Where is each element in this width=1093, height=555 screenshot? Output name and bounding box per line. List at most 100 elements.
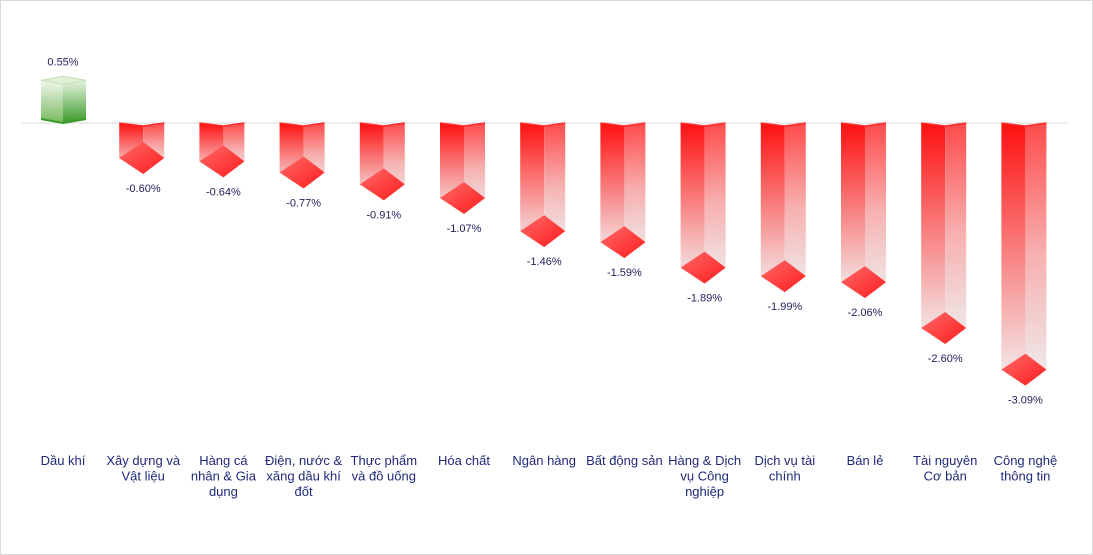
category-label-line: Xây dựng và <box>106 453 181 468</box>
bar-top-edge <box>279 122 325 127</box>
category-label-line: Điện, nước & <box>265 453 343 468</box>
bar-bottom-cap <box>440 181 485 214</box>
bar-bottom-edge <box>40 118 87 125</box>
value-label: -1.59% <box>607 267 642 279</box>
category-label-line: Tài nguyên <box>913 453 977 468</box>
category-label: Tài nguyên Cơ bản <box>913 453 977 484</box>
bar <box>279 122 325 189</box>
category-label-line: Dầu khí <box>41 453 86 468</box>
category-label: Ngân hàng <box>512 453 576 468</box>
bar-front-face <box>600 123 625 259</box>
category-label-line: nhân & Gia <box>191 469 257 484</box>
category-label: Dầu khí <box>41 453 86 468</box>
category-label-line: Bất động sản <box>586 453 663 468</box>
bar-bottom-cap <box>1001 353 1047 386</box>
category-label: Hàng & Dịch vụ Công nghiệp <box>668 453 741 499</box>
bar <box>199 122 245 178</box>
bar-bottom-cap <box>760 260 806 293</box>
bar-top-cap <box>40 75 87 85</box>
bar-top-edge <box>119 122 165 127</box>
bar-side-face <box>945 123 967 344</box>
category-label-line: thông tin <box>1000 469 1050 484</box>
bar-bottom-cap <box>119 142 165 174</box>
category-label-line: Dịch vụ tài <box>754 453 815 468</box>
bar-front-face <box>680 123 705 284</box>
bar <box>40 75 87 125</box>
bar-top-edge <box>520 122 566 127</box>
category-label: Hàng cá nhân & Gia dụng <box>191 453 257 499</box>
value-label: -0.64% <box>206 186 241 198</box>
category-label-line: nghiệp <box>685 484 724 499</box>
category-label: Điện, nước & xăng dầu khí đốt <box>265 453 343 499</box>
bar-bottom-cap <box>199 145 245 178</box>
value-label: -2.06% <box>848 307 883 319</box>
bar-top-edge <box>199 122 245 127</box>
category-label: Xây dựng và Vật liệu <box>106 453 181 484</box>
bar-front-face <box>1001 123 1026 386</box>
bar-top-edge <box>359 122 405 127</box>
bar-side-face <box>624 123 646 259</box>
bar-side-face <box>704 123 726 284</box>
category-label-line: Hóa chất <box>438 453 490 468</box>
category-label-line: chính <box>769 469 801 484</box>
bar-top-edge <box>921 122 967 127</box>
category-label-line: Công nghệ <box>994 453 1058 468</box>
value-label: -3.09% <box>1008 395 1043 407</box>
bar <box>680 122 726 284</box>
category-label-line: dụng <box>209 484 238 499</box>
bar-front-face <box>841 123 865 299</box>
bars-layer <box>40 75 1047 386</box>
bar-bottom-cap <box>600 226 646 259</box>
bar-front-face <box>921 123 946 344</box>
category-label-line: Hàng & Dịch <box>668 453 741 468</box>
value-label: -2.60% <box>928 353 963 365</box>
bar-top-edge <box>1001 122 1047 127</box>
bar-top-edge <box>439 122 486 127</box>
bar-front-face <box>520 123 545 248</box>
category-label: Bất động sản <box>586 453 663 468</box>
bar-top-edge <box>600 122 646 127</box>
bar <box>439 122 486 214</box>
bar <box>840 122 887 299</box>
bar-bottom-cap <box>279 156 325 189</box>
bar-side-face <box>865 123 886 299</box>
bar-side-face <box>784 123 806 293</box>
bar <box>520 122 566 248</box>
bar-front-face <box>41 80 63 123</box>
bar <box>359 122 405 201</box>
bar <box>600 122 646 259</box>
category-label: Hóa chất <box>438 453 490 468</box>
category-label-line: xăng dầu khí <box>266 469 341 484</box>
value-label: -1.46% <box>527 256 562 268</box>
value-label: -1.99% <box>767 301 802 313</box>
category-label: Dịch vụ tài chính <box>754 453 815 484</box>
bar-front-face <box>760 123 785 293</box>
category-label-line: Cơ bản <box>924 469 967 484</box>
bar-bottom-cap <box>359 168 405 201</box>
category-label-line: Vật liệu <box>122 469 165 484</box>
value-label: 0.55% <box>47 56 78 68</box>
bar-side-face <box>544 123 566 248</box>
bar <box>921 122 967 344</box>
bar-side-face <box>1025 123 1047 386</box>
bar-top-edge <box>760 122 806 127</box>
value-label: -0.91% <box>366 209 401 221</box>
category-label-line: Ngân hàng <box>512 453 576 468</box>
category-label-line: Hàng cá <box>199 453 248 468</box>
bar <box>1001 122 1047 386</box>
value-label: -0.77% <box>286 197 321 209</box>
bar-top-edge <box>840 122 887 127</box>
category-label-line: Bán lẻ <box>847 453 884 468</box>
category-label: Bán lẻ <box>847 453 884 468</box>
category-label-line: vụ Công <box>680 469 728 484</box>
bar-side-face <box>63 80 86 123</box>
category-label: Công nghệ thông tin <box>994 453 1058 484</box>
bar <box>119 122 165 174</box>
category-label-line: và đồ uống <box>352 469 416 484</box>
value-labels-layer: 0.55% -0.60% -0.64% -0.77% -0.91% -1.07% -1.46… <box>47 56 1043 406</box>
bar-bottom-cap <box>841 266 886 299</box>
category-label-line: Thực phẩm <box>351 453 418 468</box>
bar-bottom-cap <box>520 215 566 248</box>
